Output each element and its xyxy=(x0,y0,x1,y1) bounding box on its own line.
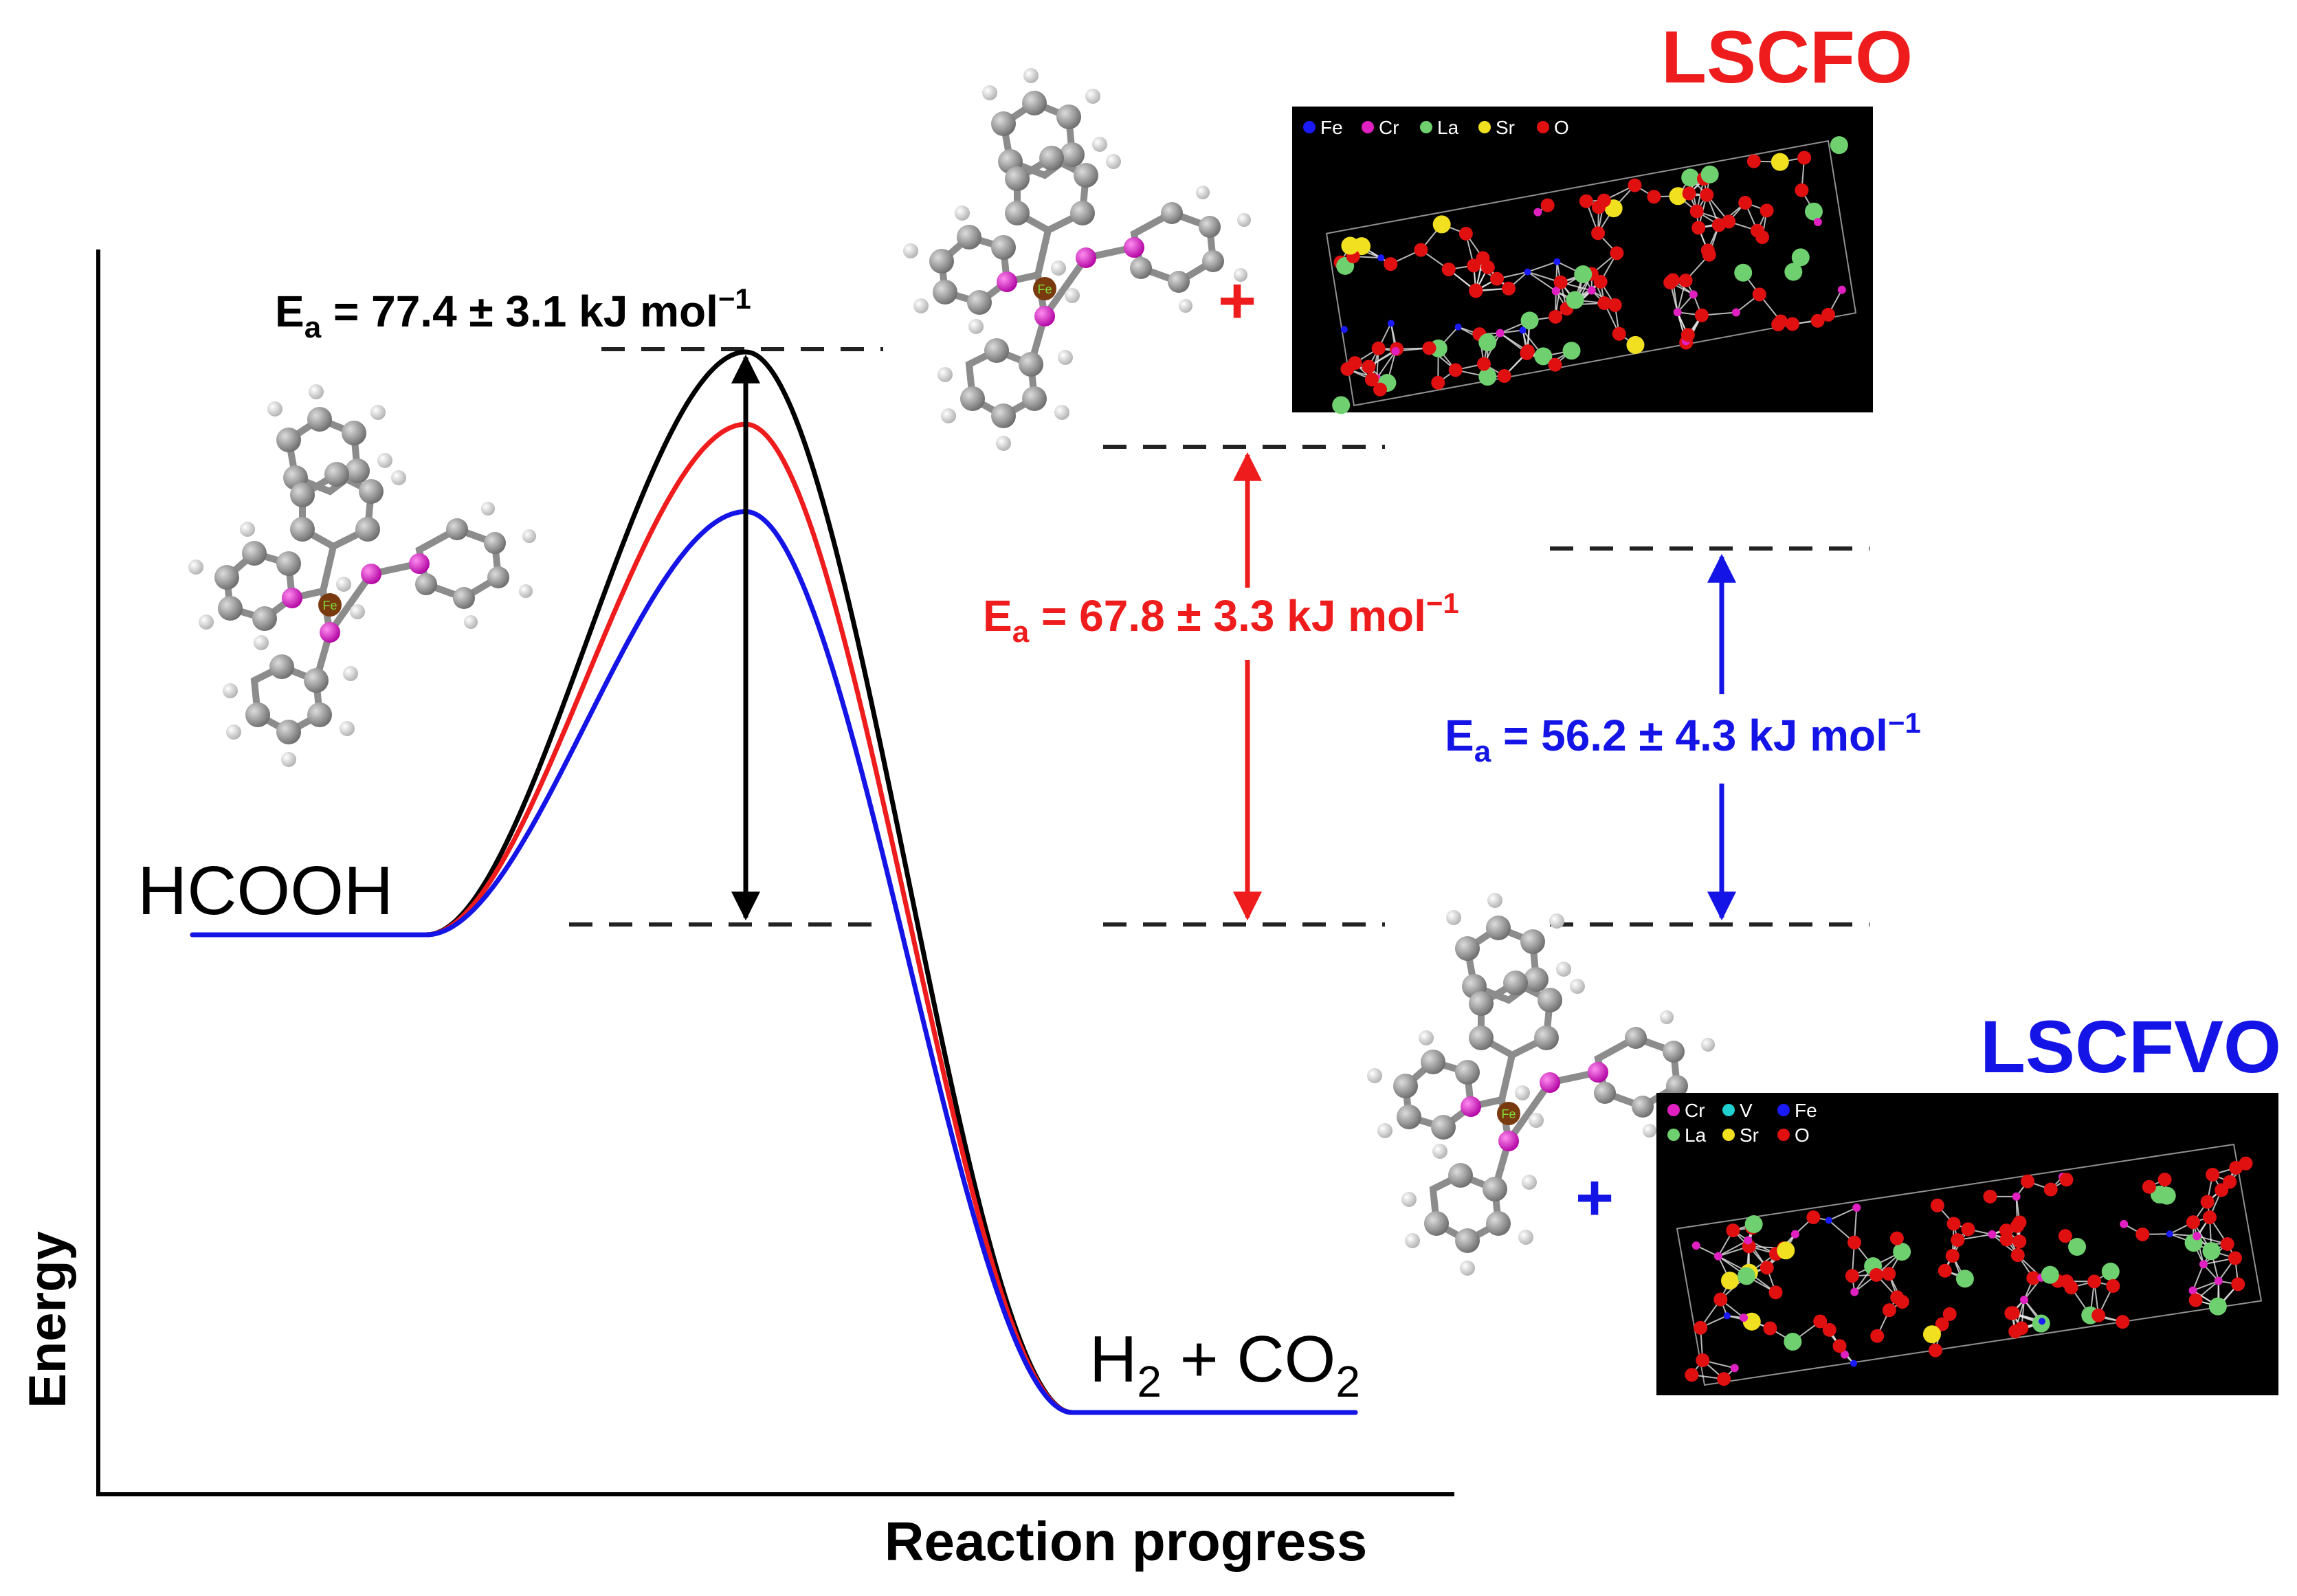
reactant-label: HCOOH xyxy=(137,852,393,929)
energy-curve-blue xyxy=(190,509,1358,1415)
legend-label-cr: Cr xyxy=(1379,117,1399,138)
legend-label-o: O xyxy=(1554,117,1569,138)
products-label: H2 + CO2 xyxy=(1089,1322,1360,1406)
legend-label-v: V xyxy=(1740,1100,1753,1121)
fe-complex-icon-top xyxy=(903,68,1251,451)
legend-label-fe: Fe xyxy=(1320,117,1343,138)
x-axis-label: Reaction progress xyxy=(885,1511,1367,1572)
legend-label-la: La xyxy=(1685,1124,1707,1146)
legend-label-cr: Cr xyxy=(1685,1100,1705,1121)
barrier-label-black: Ea = 77.4 ± 3.1 kJ mol−1 xyxy=(275,282,751,344)
legend-label-sr: Sr xyxy=(1496,117,1515,138)
legend-dot-la xyxy=(1667,1129,1680,1141)
lscfvo-crystal-panel: Cr V Fe La Sr O xyxy=(1656,1093,2278,1395)
legend-dot-la xyxy=(1420,121,1432,133)
legend-dot-cr xyxy=(1362,121,1374,133)
legend-dot-cr xyxy=(1667,1104,1680,1116)
legend-dot-v xyxy=(1722,1104,1735,1116)
barrier-label-blue: Ea = 56.2 ± 4.3 kJ mol−1 xyxy=(1445,707,1921,768)
fe-complex-icon-left xyxy=(188,384,536,767)
lscfo-legend: Fe Cr La Sr O xyxy=(1303,117,1569,138)
legend-dot-o xyxy=(1537,121,1549,133)
lscfo-lattice xyxy=(1325,136,1857,414)
legend-label-o: O xyxy=(1795,1124,1810,1146)
legend-dot-sr xyxy=(1478,121,1491,133)
plus-sign-lscfo: + xyxy=(1218,264,1256,337)
y-axis-label: Energy xyxy=(19,1231,77,1408)
lscfvo-legend: Cr V Fe La Sr O xyxy=(1667,1100,1817,1146)
lscfo-title: LSCFO xyxy=(1661,15,1913,98)
plus-sign-lscfvo: + xyxy=(1575,1161,1614,1234)
lscfvo-title: LSCFVO xyxy=(1980,1005,2281,1088)
lscfvo-lattice xyxy=(1676,1143,2263,1386)
legend-label-la: La xyxy=(1437,117,1459,138)
legend-dot-fe xyxy=(1303,121,1316,133)
legend-dot-o xyxy=(1777,1129,1790,1141)
legend-dot-sr xyxy=(1722,1129,1735,1141)
legend-dot-fe xyxy=(1777,1104,1790,1116)
legend-label-fe: Fe xyxy=(1795,1100,1817,1121)
lscfo-crystal-panel: Fe Cr La Sr O xyxy=(1292,107,1873,414)
legend-label-sr: Sr xyxy=(1740,1124,1759,1146)
level-lines xyxy=(569,347,1869,927)
barrier-label-red: Ea = 67.8 ± 3.3 kJ mol−1 xyxy=(983,587,1459,649)
energy-curves xyxy=(190,349,1358,1415)
